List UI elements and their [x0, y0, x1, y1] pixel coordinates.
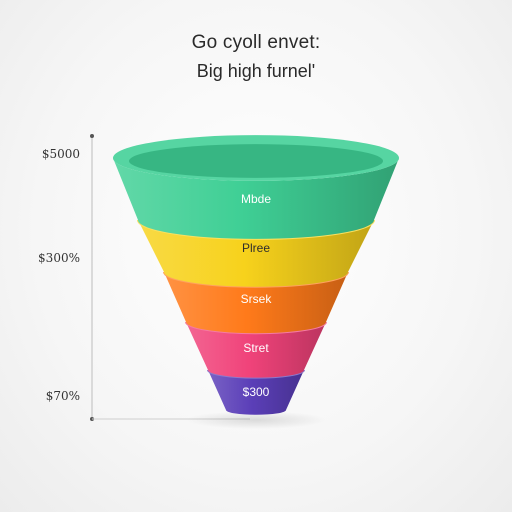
- funnel-stage-label: $300: [243, 385, 270, 399]
- funnel-stage: Mbde: [113, 135, 399, 239]
- funnel-stage-label: Mbde: [241, 192, 271, 206]
- funnel-segment: [186, 322, 326, 378]
- funnel-segment: [164, 272, 348, 334]
- y-tick-label: $300%: [38, 251, 80, 265]
- chart-subtitle: Big high furnel': [196, 61, 316, 81]
- funnel-stage-label: Srsek: [241, 292, 273, 306]
- funnel-stage-label: Stret: [243, 341, 269, 355]
- funnel-opening: [129, 144, 383, 178]
- title-block: Go cyoll envet: Big high furnel': [0, 30, 512, 84]
- y-tick-label: $70%: [46, 389, 80, 403]
- funnel-segment: [113, 158, 399, 239]
- y-axis-top-dot: [90, 134, 94, 138]
- funnel-shadow: [186, 411, 326, 429]
- chart-title: Go cyoll envet:: [191, 32, 321, 53]
- funnel-segment: [208, 370, 304, 415]
- funnel-stage-label: Plree: [242, 241, 270, 255]
- y-tick-label: $5000: [42, 147, 80, 161]
